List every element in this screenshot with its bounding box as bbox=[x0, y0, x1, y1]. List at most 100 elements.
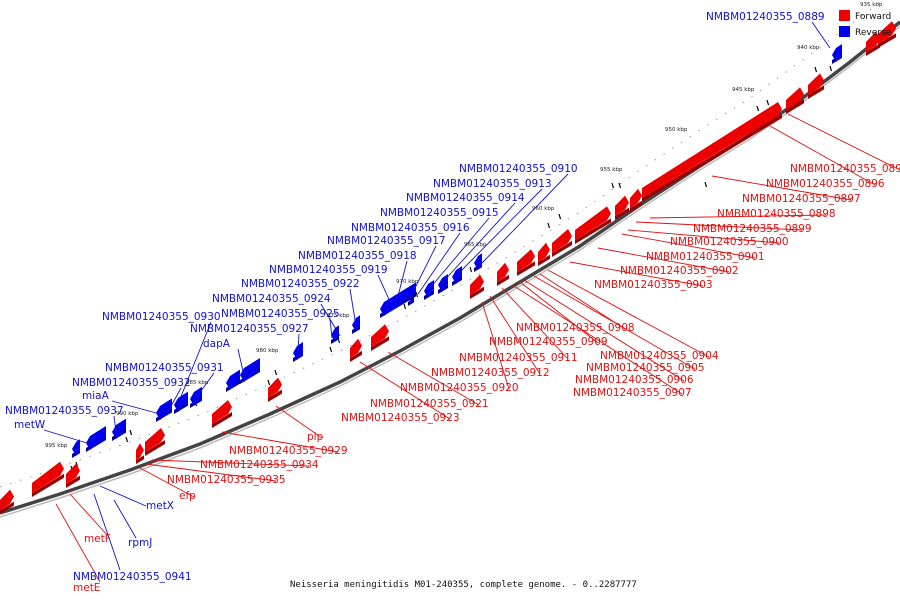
r0932-gene-label[interactable]: NMBM01240355_0932 bbox=[72, 377, 191, 389]
forward-gene-arrow[interactable] bbox=[136, 443, 144, 460]
tick-960: 960 kbp bbox=[532, 206, 555, 212]
pip-gene-label[interactable]: pip bbox=[307, 431, 324, 443]
f0904-gene-label[interactable]: NMBM01240355_0904 bbox=[600, 350, 719, 362]
f0935-gene-label[interactable]: NMBM01240355_0935 bbox=[167, 474, 286, 486]
dapA-gene-label[interactable]: dapA bbox=[203, 338, 231, 350]
forward-gene-arrow[interactable] bbox=[866, 31, 880, 52]
f0903-gene-label[interactable]: NMBM01240355_0903 bbox=[594, 279, 713, 291]
f0912-gene-label[interactable]: NMBM01240355_0912 bbox=[431, 367, 550, 379]
rpmJ-gene-label[interactable]: rpmJ bbox=[128, 537, 152, 549]
f0921-leader-line bbox=[387, 351, 480, 406]
r0918-gene-label[interactable]: NMBM01240355_0918 bbox=[298, 250, 417, 262]
metE-leader-line bbox=[55, 503, 101, 583]
forward-gene-arrow[interactable] bbox=[630, 188, 642, 208]
r0924-gene-label[interactable]: NMBM01240355_0924 bbox=[212, 293, 331, 305]
forward-gene-arrow[interactable] bbox=[786, 87, 804, 110]
forward-gene-arrow[interactable] bbox=[552, 229, 572, 253]
forward-gene-arrow[interactable] bbox=[0, 489, 14, 510]
f0897-gene-label[interactable]: NMBM01240355_0897 bbox=[742, 193, 861, 205]
f0934-gene-label[interactable]: NMBM01240355_0934 bbox=[200, 459, 319, 471]
reverse-gene-arrow[interactable] bbox=[190, 386, 202, 406]
metW-gene-label[interactable]: metW bbox=[14, 419, 46, 431]
axis-tick-mark bbox=[558, 213, 562, 220]
f0908-gene-label[interactable]: NMBM01240355_0908 bbox=[516, 322, 635, 334]
r0927-gene-label[interactable]: NMBM01240355_0927 bbox=[190, 323, 309, 335]
f0929-gene-label[interactable]: NMBM01240355_0929 bbox=[229, 445, 348, 457]
f0898-gene-label[interactable]: NMBM01240355_0898 bbox=[717, 208, 836, 220]
r0889-gene-label[interactable]: NMBM01240355_0889 bbox=[706, 11, 825, 23]
reverse-gene-arrow[interactable] bbox=[86, 426, 106, 450]
r0930-gene-label[interactable]: NMBM01240355_0930 bbox=[102, 311, 221, 323]
forward-gene-shadow bbox=[0, 501, 14, 514]
metX-gene-label[interactable]: metX bbox=[146, 500, 174, 512]
forward-gene-shadow bbox=[878, 33, 896, 48]
forward-gene-arrow[interactable] bbox=[470, 274, 484, 295]
f0921-gene-label[interactable]: NMBM01240355_0921 bbox=[370, 398, 489, 410]
reverse-gene-arrow[interactable] bbox=[474, 253, 482, 270]
reverse-gene-arrow[interactable] bbox=[112, 418, 126, 439]
f0901-gene-label[interactable]: NMBM01240355_0901 bbox=[646, 251, 765, 263]
forward-gene-arrow[interactable] bbox=[32, 461, 64, 493]
forward-gene-arrow[interactable] bbox=[371, 324, 389, 347]
f0900-gene-label[interactable]: NMBM01240355_0900 bbox=[670, 236, 789, 248]
reverse-gene-arrow[interactable] bbox=[424, 280, 434, 298]
f0909-gene-label[interactable]: NMBM01240355_0909 bbox=[489, 336, 608, 348]
legend-forward-swatch bbox=[839, 10, 850, 21]
r0937-gene-label[interactable]: NMBM01240355_0937 bbox=[5, 405, 124, 417]
f0906-gene-label[interactable]: NMBM01240355_0906 bbox=[575, 374, 694, 386]
r0913-gene-label[interactable]: NMBM01240355_0913 bbox=[433, 178, 552, 190]
reverse-gene-arrow[interactable] bbox=[380, 282, 416, 316]
f0923-gene-label[interactable]: NMBM01240355_0923 bbox=[341, 412, 460, 424]
reverse-gene-arrow[interactable] bbox=[832, 44, 842, 62]
f0911-gene-label[interactable]: NMBM01240355_0911 bbox=[459, 352, 578, 364]
r0937-leader-line bbox=[113, 415, 117, 433]
f0903-leader-line bbox=[569, 261, 704, 287]
tick-945: 945 kbp bbox=[732, 87, 755, 93]
reverse-gene-arrow[interactable] bbox=[174, 391, 188, 412]
forward-gene-arrow[interactable] bbox=[212, 400, 232, 424]
f0896-gene-label[interactable]: NMBM01240355_0896 bbox=[766, 178, 885, 190]
axis-tick-mark bbox=[618, 182, 622, 189]
f0905-gene-label[interactable]: NMBM01240355_0905 bbox=[586, 362, 705, 374]
axis-tick-mark bbox=[611, 182, 615, 189]
miaA-gene-label[interactable]: miaA bbox=[82, 390, 110, 402]
r0914-gene-label[interactable]: NMBM01240355_0914 bbox=[406, 192, 525, 204]
r0915-gene-label[interactable]: NMBM01240355_0915 bbox=[380, 207, 499, 219]
forward-gene-arrow[interactable] bbox=[350, 338, 362, 358]
r0910-gene-label[interactable]: NMBM01240355_0910 bbox=[459, 163, 578, 175]
f0899-gene-label[interactable]: NMBM01240355_0899 bbox=[693, 223, 812, 235]
r0916-gene-label[interactable]: NMBM01240355_0916 bbox=[351, 222, 470, 234]
r0925-gene-label[interactable]: NMBM01240355_0925 bbox=[221, 308, 340, 320]
f0920-gene-label[interactable]: NMBM01240355_0920 bbox=[400, 382, 519, 394]
r0941-gene-label[interactable]: NMBM01240355_0941 bbox=[73, 571, 192, 583]
forward-gene-arrow[interactable] bbox=[145, 428, 165, 452]
forward-gene-arrow[interactable] bbox=[66, 463, 80, 484]
metF-gene-label[interactable]: metF bbox=[84, 533, 111, 545]
forward-gene-arrow[interactable] bbox=[878, 21, 896, 44]
reverse-gene-arrow[interactable] bbox=[331, 325, 339, 342]
forward-gene-arrow[interactable] bbox=[268, 377, 282, 398]
r0917-gene-label[interactable]: NMBM01240355_0917 bbox=[327, 235, 446, 247]
forward-gene-arrow[interactable] bbox=[538, 242, 550, 262]
r0931-gene-label[interactable]: NMBM01240355_0931 bbox=[105, 362, 224, 374]
genome-backbone bbox=[0, 20, 900, 515]
reverse-gene-arrow[interactable] bbox=[72, 439, 80, 456]
forward-gene-arrow[interactable] bbox=[517, 249, 535, 272]
forward-gene-arrow[interactable] bbox=[642, 102, 782, 198]
reverse-gene-arrow[interactable] bbox=[226, 369, 240, 390]
r0919-gene-label[interactable]: NMBM01240355_0919 bbox=[269, 264, 388, 276]
reverse-gene-arrow[interactable] bbox=[240, 358, 260, 382]
f0907-gene-label[interactable]: NMBM01240355_0907 bbox=[573, 387, 692, 399]
metE-gene-label[interactable]: metE bbox=[73, 582, 100, 594]
f0902-gene-label[interactable]: NMBM01240355_0902 bbox=[620, 265, 739, 277]
forward-gene-arrow[interactable] bbox=[615, 195, 629, 216]
r0922-gene-label[interactable]: NMBM01240355_0922 bbox=[241, 278, 360, 290]
f0895-gene-label[interactable]: NMBM01240355_0895 bbox=[790, 163, 900, 175]
r0910-leader-line bbox=[481, 173, 569, 264]
efp-gene-label[interactable]: efp bbox=[179, 490, 196, 502]
forward-gene-arrow[interactable] bbox=[808, 73, 824, 95]
axis-tick-mark bbox=[829, 65, 833, 72]
forward-gene-arrow[interactable] bbox=[497, 262, 509, 282]
reverse-gene-arrow[interactable] bbox=[156, 398, 172, 420]
forward-gene-arrow[interactable] bbox=[575, 206, 611, 240]
